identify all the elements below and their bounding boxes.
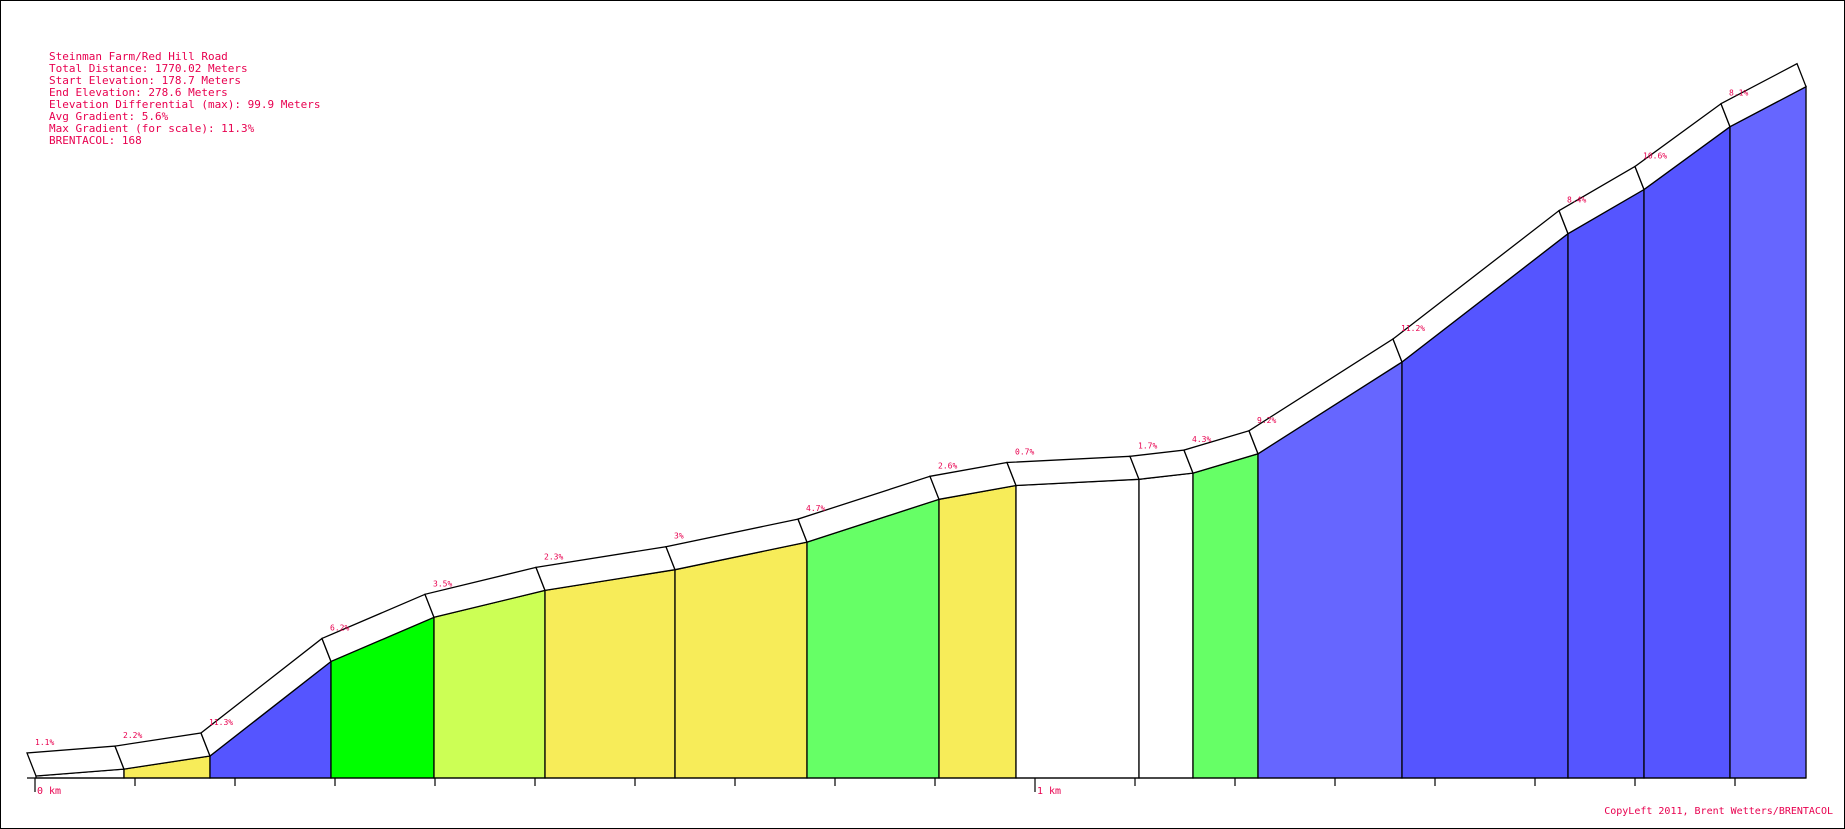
gradient-label: 3.5% bbox=[433, 579, 452, 588]
segment-areas bbox=[35, 85, 1807, 779]
gradient-label: 0.7% bbox=[1015, 448, 1034, 457]
segment-area bbox=[1567, 188, 1645, 779]
gradient-labels: 1.1% 2.2% 11.3% 6.2% 3.5% 2.3% 3% 4.7% 2.6% 0.7% 1… bbox=[35, 89, 1748, 747]
gradient-label: 2.2% bbox=[123, 731, 142, 740]
gradient-label: 11.2% bbox=[1401, 324, 1425, 333]
km-label: 0 km bbox=[37, 786, 61, 797]
segment-area bbox=[433, 589, 546, 779]
segment-area bbox=[1138, 472, 1194, 779]
segment-area bbox=[1015, 478, 1140, 779]
route-info: Steinman Farm/Red Hill Road Total Distan… bbox=[49, 51, 321, 147]
gradient-label: 9.2% bbox=[1257, 416, 1276, 425]
gradient-label: 4.7% bbox=[806, 504, 825, 513]
segment-area bbox=[806, 498, 940, 779]
segment-area bbox=[938, 484, 1017, 779]
segment-area bbox=[1643, 125, 1731, 779]
max-gradient: Max Gradient (for scale): 11.3% bbox=[49, 122, 255, 135]
segment-area bbox=[1729, 85, 1807, 779]
km-labels: 0 km 1 km bbox=[37, 786, 1061, 797]
total-distance: Total Distance: 1770.02 Meters bbox=[49, 62, 248, 75]
start-elevation: Start Elevation: 178.7 Meters bbox=[49, 74, 242, 87]
gradient-label: 1.7% bbox=[1138, 441, 1157, 450]
gradient-label: 2.6% bbox=[938, 461, 957, 470]
gradient-label: 11.3% bbox=[209, 718, 233, 727]
gradient-label: 6.2% bbox=[330, 623, 349, 632]
brentacol-score: BRENTACOL: 168 bbox=[49, 134, 142, 147]
km-label: 1 km bbox=[1037, 786, 1061, 797]
gradient-label: 10.6% bbox=[1643, 152, 1667, 161]
end-elevation: End Elevation: 278.6 Meters bbox=[49, 86, 228, 99]
gradient-label: 1.1% bbox=[35, 738, 54, 747]
road-segment bbox=[1720, 62, 1807, 128]
segment-area bbox=[674, 541, 808, 779]
gradient-label: 8.4% bbox=[1567, 196, 1586, 205]
copyright-notice: CopyLeft 2011, Brent Wetters/BRENTACOL bbox=[1604, 806, 1833, 817]
axis-ticks bbox=[34, 778, 1736, 792]
route-title: Steinman Farm/Red Hill Road bbox=[49, 50, 228, 63]
road-strip bbox=[26, 62, 1807, 777]
segment-area bbox=[544, 568, 676, 779]
gradient-label: 2.3% bbox=[544, 552, 563, 561]
elevation-differential: Elevation Differential (max): 99.9 Meter… bbox=[49, 98, 321, 111]
gradient-label: 8.1% bbox=[1729, 89, 1748, 98]
gradient-label: 4.3% bbox=[1192, 435, 1211, 444]
gradient-label: 3% bbox=[674, 532, 684, 541]
avg-gradient: Avg Gradient: 5.6% bbox=[49, 110, 169, 123]
segment-area bbox=[1192, 452, 1259, 779]
